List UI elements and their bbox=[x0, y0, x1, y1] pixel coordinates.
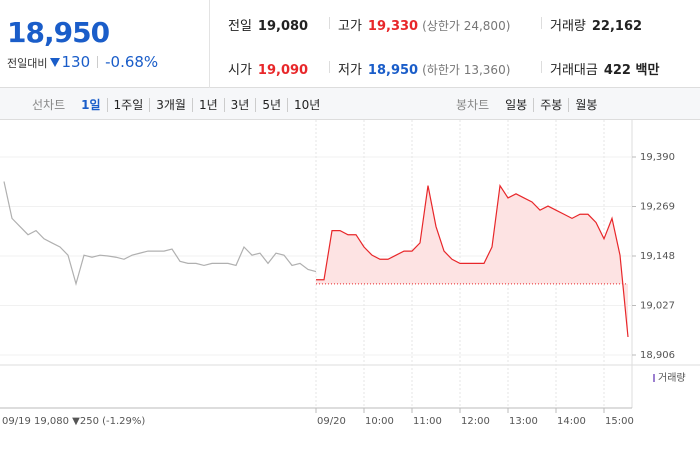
change-rate: -0.68% bbox=[105, 53, 159, 71]
candle-tab[interactable]: 일봉 bbox=[505, 98, 528, 112]
period-tab[interactable]: 1년 bbox=[191, 98, 224, 112]
line-tabs: 선차트 1일 1주일 3개월 1년 3년 5년 10년 bbox=[32, 96, 327, 113]
stat: 전일 19,080 bbox=[228, 15, 308, 34]
candle-tab[interactable]: 주봉 bbox=[533, 98, 569, 112]
volume-legend: 거래량 bbox=[658, 372, 686, 384]
change-label: 전일대비 bbox=[7, 57, 48, 70]
candle-tab[interactable]: 월봉 bbox=[568, 98, 604, 112]
stat-label: 거래대금 bbox=[550, 63, 598, 78]
tab-bar: 선차트 1일 1주일 3개월 1년 3년 5년 10년 봉차트 일봉 주봉 월봉 bbox=[0, 88, 700, 120]
quote-panel: 18,950 전일대비 130 -0.68% bbox=[0, 0, 210, 88]
y-tick-label: 19,269 bbox=[640, 202, 675, 213]
period-tab[interactable]: 3년 bbox=[223, 98, 256, 112]
stat-value: 19,080 bbox=[257, 19, 309, 34]
x-tick-label: 15:00 bbox=[605, 416, 634, 427]
stat-label: 전일 bbox=[228, 19, 252, 34]
stat-value: 422 백만 bbox=[603, 63, 660, 78]
stat-label: 저가 bbox=[338, 63, 362, 78]
change: 전일대비 130 -0.68% bbox=[7, 53, 158, 71]
stat: 거래량 22,162 bbox=[540, 15, 643, 34]
x-tick-label: 14:00 bbox=[557, 416, 586, 427]
period-tab[interactable]: 1일 bbox=[81, 98, 101, 112]
stat-value: 22,162 bbox=[591, 19, 643, 34]
price-line bbox=[3, 181, 317, 287]
candle-tabs: 봉차트 일봉 주봉 월봉 bbox=[456, 96, 604, 113]
change-amount: 130 bbox=[61, 53, 91, 71]
stat: 거래대금 422 백만 bbox=[540, 59, 660, 78]
stat-value: 19,330 bbox=[367, 19, 419, 34]
stat-note: (상한가 24,800) bbox=[422, 19, 511, 33]
stat-label: 시가 bbox=[228, 63, 252, 78]
price: 18,950 bbox=[7, 16, 110, 49]
area-fill bbox=[316, 185, 628, 337]
x-tick-label: 10:00 bbox=[365, 416, 394, 427]
summary: 18,950 전일대비 130 -0.68% 전일 19,080 고가 19,330 (상한… bbox=[0, 0, 700, 88]
price-line bbox=[316, 183, 629, 338]
down-icon bbox=[50, 58, 61, 67]
chart: 19,390 19,269 19,148 19,027 18,906 09/20 10:00… bbox=[0, 120, 700, 427]
y-tick-label: 18,906 bbox=[640, 350, 675, 361]
y-tick-label: 19,027 bbox=[640, 301, 675, 312]
stats-row: 전일 19,080 고가 19,330 (상한가 24,800) 거래량 22,162 bbox=[210, 1, 700, 45]
line-tab-label: 선차트 bbox=[32, 98, 66, 112]
annotation: 09/19 19,080 ▼250 (-1.29%) bbox=[2, 416, 145, 427]
legend-swatch bbox=[653, 374, 655, 382]
stat-label: 고가 bbox=[338, 19, 362, 34]
stat-value: 19,090 bbox=[257, 63, 309, 78]
y-tick-label: 19,390 bbox=[640, 152, 675, 163]
stat: 시가 19,090 bbox=[228, 59, 308, 78]
y-tick-label: 19,148 bbox=[640, 251, 675, 262]
x-tick-label: 12:00 bbox=[461, 416, 490, 427]
stats-row: 시가 19,090 저가 18,950 (하한가 13,360) 거래대금 422 백만 bbox=[210, 45, 700, 89]
stat-value: 18,950 bbox=[367, 63, 419, 78]
stat: 저가 18,950 (하한가 13,360) bbox=[328, 59, 511, 78]
x-tick-label: 09/20 bbox=[317, 416, 346, 427]
x-tick-label: 11:00 bbox=[413, 416, 442, 427]
period-tab[interactable]: 3개월 bbox=[149, 98, 192, 112]
x-tick-label: 13:00 bbox=[509, 416, 538, 427]
period-tab[interactable]: 5년 bbox=[255, 98, 288, 112]
period-tab[interactable]: 1주일 bbox=[106, 98, 150, 112]
stat-note: (하한가 13,360) bbox=[422, 63, 511, 77]
stat: 고가 19,330 (상한가 24,800) bbox=[328, 15, 511, 34]
candle-tab-label: 봉차트 bbox=[456, 98, 490, 112]
period-tab[interactable]: 10년 bbox=[287, 98, 327, 112]
stat-label: 거래량 bbox=[550, 19, 586, 34]
